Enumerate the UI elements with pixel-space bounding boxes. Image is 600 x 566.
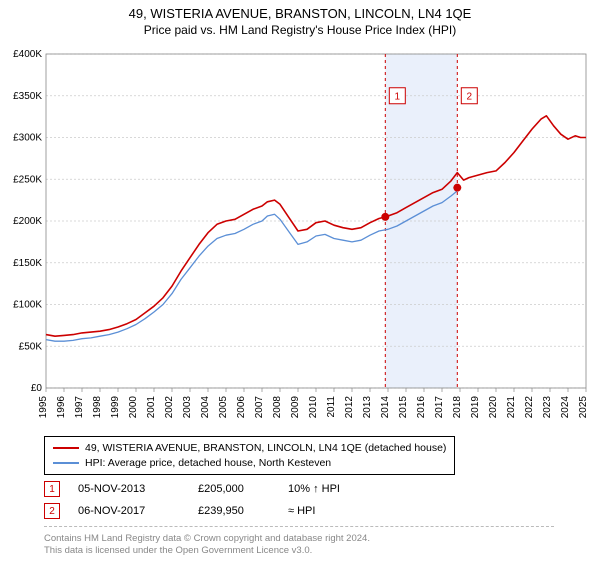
svg-text:1997: 1997 bbox=[74, 396, 85, 419]
svg-text:2021: 2021 bbox=[506, 396, 517, 419]
svg-text:£200K: £200K bbox=[13, 216, 42, 227]
svg-text:2016: 2016 bbox=[416, 396, 427, 419]
svg-text:1996: 1996 bbox=[56, 396, 67, 419]
svg-text:2023: 2023 bbox=[542, 396, 553, 419]
svg-text:£0: £0 bbox=[31, 383, 43, 394]
chart-title: 49, WISTERIA AVENUE, BRANSTON, LINCOLN, … bbox=[0, 6, 600, 21]
svg-text:2022: 2022 bbox=[524, 396, 535, 419]
event-hpi: ≈ HPI bbox=[288, 505, 378, 517]
event-row: 2 06-NOV-2017 £239,950 ≈ HPI bbox=[44, 500, 378, 522]
svg-text:2015: 2015 bbox=[398, 396, 409, 419]
svg-text:1999: 1999 bbox=[110, 396, 121, 419]
svg-text:2005: 2005 bbox=[218, 396, 229, 419]
svg-text:£400K: £400K bbox=[13, 49, 42, 60]
svg-text:2008: 2008 bbox=[272, 396, 283, 419]
svg-text:2014: 2014 bbox=[380, 396, 391, 419]
legend: 49, WISTERIA AVENUE, BRANSTON, LINCOLN, … bbox=[44, 436, 455, 475]
chart-area: £0 £50K £100K £150K £200K £250K £300K £350K £400… bbox=[8, 48, 592, 428]
svg-text:2004: 2004 bbox=[200, 396, 211, 419]
svg-text:£350K: £350K bbox=[13, 91, 42, 102]
footnote-line: Contains HM Land Registry data © Crown c… bbox=[44, 533, 554, 545]
svg-text:2012: 2012 bbox=[344, 396, 355, 419]
svg-text:£100K: £100K bbox=[13, 300, 42, 311]
svg-text:1: 1 bbox=[395, 91, 401, 102]
legend-item: HPI: Average price, detached house, Nort… bbox=[53, 456, 446, 471]
footnote-line: This data is licensed under the Open Gov… bbox=[44, 545, 554, 557]
svg-text:2006: 2006 bbox=[236, 396, 247, 419]
svg-text:2017: 2017 bbox=[434, 396, 445, 419]
svg-text:2024: 2024 bbox=[560, 396, 571, 419]
svg-text:2010: 2010 bbox=[308, 396, 319, 419]
event-date: 05-NOV-2013 bbox=[78, 483, 198, 495]
svg-text:1998: 1998 bbox=[92, 396, 103, 419]
events-table: 1 05-NOV-2013 £205,000 10% ↑ HPI 2 06-NO… bbox=[44, 478, 378, 522]
svg-text:£50K: £50K bbox=[19, 341, 43, 352]
event-badge: 1 bbox=[44, 481, 60, 497]
footnote: Contains HM Land Registry data © Crown c… bbox=[44, 526, 554, 558]
event-price: £205,000 bbox=[198, 483, 288, 495]
svg-text:2001: 2001 bbox=[146, 396, 157, 419]
svg-text:2020: 2020 bbox=[488, 396, 499, 419]
event-row: 1 05-NOV-2013 £205,000 10% ↑ HPI bbox=[44, 478, 378, 500]
svg-text:2002: 2002 bbox=[164, 396, 175, 419]
svg-text:2: 2 bbox=[467, 91, 473, 102]
legend-swatch bbox=[53, 462, 79, 464]
svg-text:£300K: £300K bbox=[13, 133, 42, 144]
svg-text:1995: 1995 bbox=[38, 396, 49, 419]
svg-text:2018: 2018 bbox=[452, 396, 463, 419]
svg-text:£150K: £150K bbox=[13, 258, 42, 269]
legend-label: HPI: Average price, detached house, Nort… bbox=[85, 456, 331, 471]
svg-text:2019: 2019 bbox=[470, 396, 481, 419]
svg-text:2013: 2013 bbox=[362, 396, 373, 419]
event-date: 06-NOV-2017 bbox=[78, 505, 198, 517]
svg-text:£250K: £250K bbox=[13, 174, 42, 185]
svg-text:2011: 2011 bbox=[326, 396, 337, 418]
event-price: £239,950 bbox=[198, 505, 288, 517]
svg-text:2003: 2003 bbox=[182, 396, 193, 419]
svg-text:2025: 2025 bbox=[578, 396, 589, 419]
event-badge: 2 bbox=[44, 503, 60, 519]
svg-text:2000: 2000 bbox=[128, 396, 139, 419]
chart-subtitle: Price paid vs. HM Land Registry's House … bbox=[0, 23, 600, 37]
legend-swatch bbox=[53, 447, 79, 449]
line-chart: £0 £50K £100K £150K £200K £250K £300K £350K £400… bbox=[8, 48, 592, 428]
legend-item: 49, WISTERIA AVENUE, BRANSTON, LINCOLN, … bbox=[53, 441, 446, 456]
svg-text:2009: 2009 bbox=[290, 396, 301, 419]
svg-text:2007: 2007 bbox=[254, 396, 265, 419]
event-hpi: 10% ↑ HPI bbox=[288, 483, 378, 495]
legend-label: 49, WISTERIA AVENUE, BRANSTON, LINCOLN, … bbox=[85, 441, 446, 456]
